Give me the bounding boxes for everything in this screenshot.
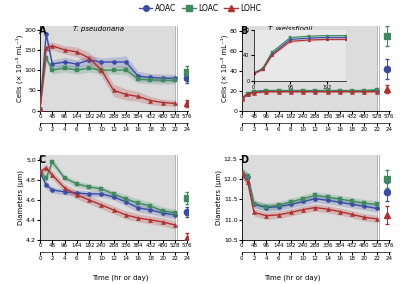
Bar [175, 155, 188, 240]
Y-axis label: Diameters (μm): Diameters (μm) [216, 170, 222, 225]
Legend: AOAC, LOAC, LOHC: AOAC, LOAC, LOHC [136, 1, 264, 16]
Y-axis label: Diameters (μm): Diameters (μm) [18, 170, 24, 225]
Text: A: A [38, 26, 46, 36]
Bar [175, 26, 188, 111]
Text: C: C [38, 155, 46, 165]
Bar [377, 26, 390, 111]
Text: T. weissflogii: T. weissflogii [268, 26, 313, 32]
Text: B: B [240, 26, 248, 36]
Bar [377, 155, 390, 240]
Y-axis label: Cells (× 10⁻³ mL⁻¹): Cells (× 10⁻³ mL⁻¹) [15, 34, 23, 102]
Text: Time (hr or day): Time (hr or day) [92, 275, 148, 281]
Text: T. pseudonana: T. pseudonana [73, 26, 124, 32]
Text: Time (hr or day): Time (hr or day) [264, 275, 320, 281]
Y-axis label: Cells (× 10⁻³ mL⁻¹): Cells (× 10⁻³ mL⁻¹) [221, 34, 228, 102]
Text: D: D [240, 155, 248, 165]
